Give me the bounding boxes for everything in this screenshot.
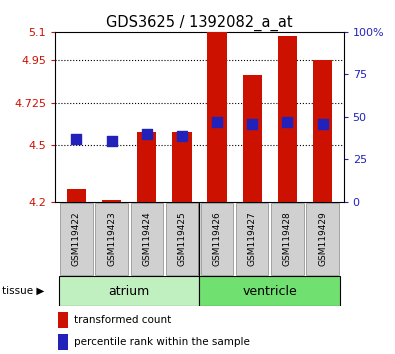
FancyBboxPatch shape (236, 202, 268, 275)
Bar (58, 312, 68, 328)
Title: GDS3625 / 1392082_a_at: GDS3625 / 1392082_a_at (106, 14, 293, 30)
Bar (207, 32, 227, 202)
Point (320, 121, 326, 126)
FancyBboxPatch shape (166, 202, 198, 275)
Point (108, 138, 115, 143)
Text: GSM119425: GSM119425 (177, 212, 186, 266)
Bar (137, 132, 156, 202)
Bar (199, 276, 340, 306)
Text: GSM119422: GSM119422 (72, 212, 81, 266)
Bar (102, 200, 121, 202)
Point (214, 119, 220, 125)
FancyBboxPatch shape (271, 202, 304, 275)
Bar (59, 276, 199, 306)
Text: GSM119427: GSM119427 (248, 212, 257, 266)
FancyBboxPatch shape (131, 202, 163, 275)
Bar (67, 189, 86, 202)
Bar (278, 36, 297, 202)
Point (73, 136, 79, 142)
Text: GSM119424: GSM119424 (142, 212, 151, 266)
FancyBboxPatch shape (60, 202, 92, 275)
Text: GSM119428: GSM119428 (283, 212, 292, 266)
Bar (58, 334, 68, 350)
Text: ventricle: ventricle (243, 285, 297, 298)
Text: GSM119429: GSM119429 (318, 212, 327, 266)
FancyBboxPatch shape (95, 202, 128, 275)
Point (179, 133, 185, 138)
Text: GSM119423: GSM119423 (107, 212, 116, 266)
Bar (172, 132, 192, 202)
Text: transformed count: transformed count (74, 315, 171, 325)
Text: tissue ▶: tissue ▶ (2, 286, 44, 296)
Point (284, 119, 291, 125)
Bar (243, 75, 262, 202)
FancyBboxPatch shape (201, 202, 233, 275)
Text: percentile rank within the sample: percentile rank within the sample (74, 337, 250, 348)
Point (143, 131, 150, 137)
Text: GSM119426: GSM119426 (213, 212, 222, 266)
Text: atrium: atrium (109, 285, 150, 298)
Point (249, 121, 256, 126)
FancyBboxPatch shape (307, 202, 339, 275)
Bar (313, 60, 332, 202)
